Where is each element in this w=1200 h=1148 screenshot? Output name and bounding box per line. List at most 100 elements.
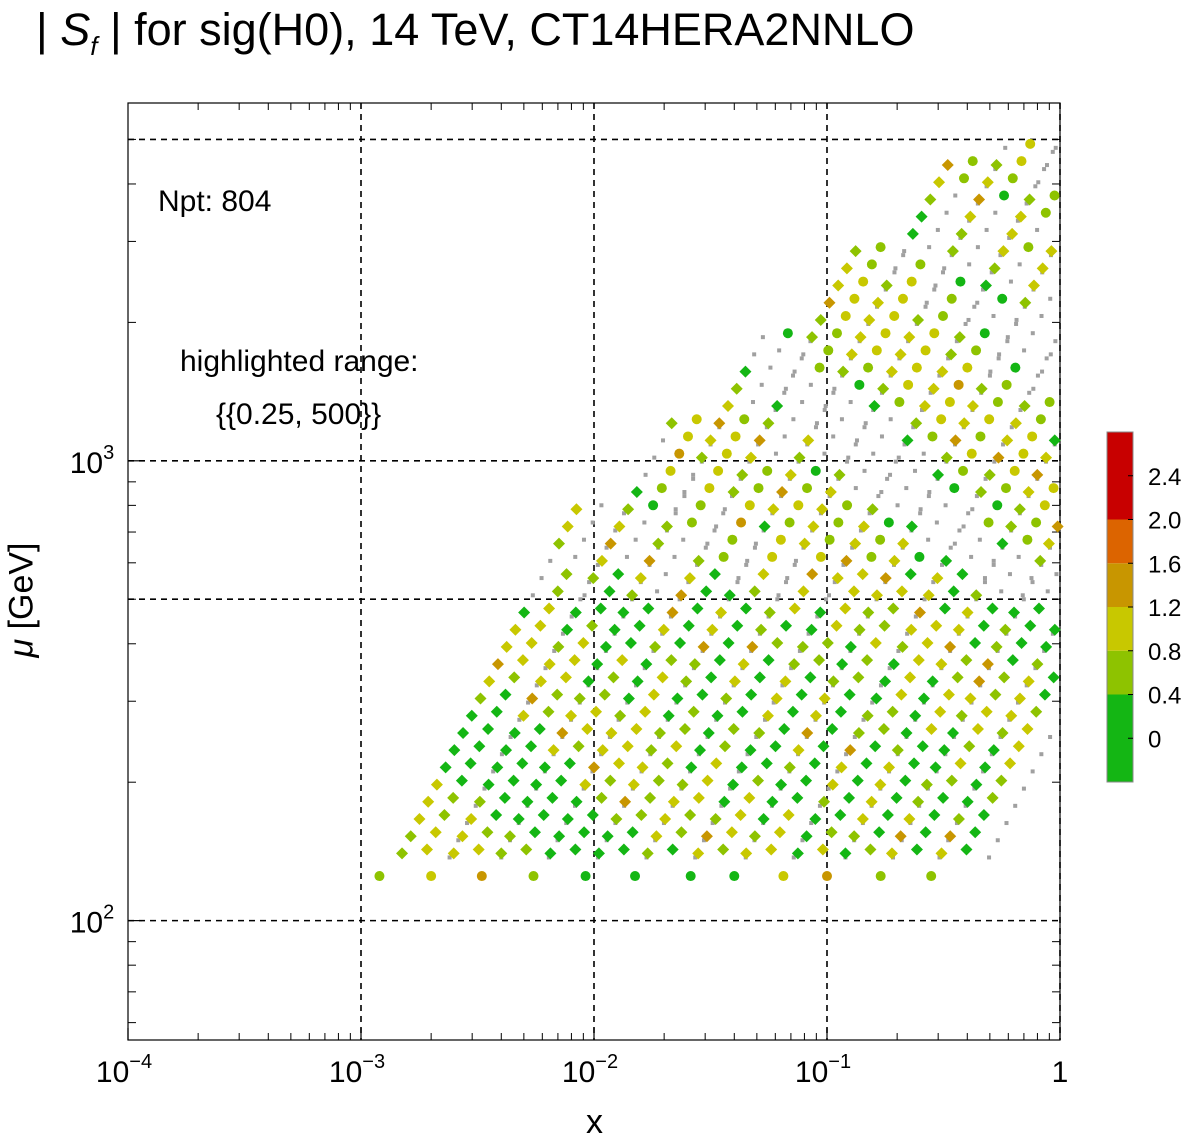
data-point-grey bbox=[1014, 317, 1019, 322]
data-point-grey bbox=[465, 821, 470, 826]
data-point-grey bbox=[919, 408, 924, 413]
data-point bbox=[552, 640, 565, 653]
data-point bbox=[748, 830, 761, 843]
data-point bbox=[800, 774, 813, 787]
data-point bbox=[906, 276, 917, 287]
data-point bbox=[920, 345, 931, 356]
data-point bbox=[680, 675, 693, 688]
data-point bbox=[954, 757, 967, 770]
data-point-grey bbox=[721, 511, 726, 516]
data-point bbox=[875, 871, 886, 882]
data-point-grey bbox=[652, 455, 657, 460]
data-point bbox=[788, 602, 801, 615]
data-point-grey bbox=[927, 245, 932, 250]
data-point-grey bbox=[862, 425, 867, 430]
data-point-grey bbox=[931, 580, 936, 585]
data-point bbox=[482, 778, 495, 791]
data-point-grey bbox=[937, 855, 942, 860]
data-point-grey bbox=[902, 442, 907, 447]
data-point-grey bbox=[1001, 442, 1006, 447]
data-point bbox=[823, 296, 836, 309]
data-point-grey bbox=[752, 352, 757, 357]
data-point-grey bbox=[867, 511, 872, 516]
data-point-grey bbox=[517, 717, 522, 722]
data-point bbox=[816, 843, 829, 856]
data-point-grey bbox=[1039, 313, 1044, 318]
data-point bbox=[916, 740, 929, 753]
data-point-grey bbox=[870, 700, 875, 705]
data-point bbox=[801, 726, 814, 739]
data-point-grey bbox=[1050, 149, 1055, 154]
data-point bbox=[833, 517, 844, 528]
data-point bbox=[979, 328, 990, 339]
data-point bbox=[802, 483, 813, 494]
data-point bbox=[778, 871, 789, 882]
data-point bbox=[905, 520, 918, 533]
data-point-grey bbox=[961, 524, 966, 529]
data-point-grey bbox=[801, 352, 806, 357]
data-point bbox=[1018, 399, 1031, 412]
data-point bbox=[806, 568, 819, 581]
data-point bbox=[476, 871, 487, 882]
data-point-grey bbox=[745, 558, 750, 563]
data-point bbox=[861, 709, 874, 722]
data-point bbox=[827, 675, 840, 688]
data-point-grey bbox=[548, 558, 553, 563]
data-point-grey bbox=[578, 597, 583, 602]
data-point bbox=[666, 606, 679, 619]
data-point bbox=[822, 871, 832, 882]
data-point-grey bbox=[719, 803, 724, 808]
data-point bbox=[508, 671, 521, 684]
data-point bbox=[895, 585, 908, 598]
data-point bbox=[971, 723, 984, 736]
data-point bbox=[856, 813, 869, 826]
data-point-grey bbox=[918, 507, 923, 512]
data-point bbox=[438, 809, 451, 822]
data-point-grey bbox=[1009, 425, 1014, 430]
data-point-grey bbox=[893, 459, 898, 464]
data-point bbox=[700, 830, 713, 843]
data-point-grey bbox=[491, 769, 496, 774]
data-point-grey bbox=[974, 494, 979, 499]
data-point bbox=[927, 382, 940, 395]
data-point bbox=[813, 654, 826, 667]
data-point-grey bbox=[1044, 356, 1049, 361]
data-point-grey bbox=[782, 434, 787, 439]
data-point bbox=[457, 726, 470, 739]
data-point-grey bbox=[789, 666, 794, 671]
data-point bbox=[1047, 671, 1060, 684]
data-point bbox=[688, 658, 701, 671]
data-point bbox=[944, 640, 957, 653]
data-point-grey bbox=[946, 838, 951, 843]
data-point-grey bbox=[633, 537, 638, 542]
data-point bbox=[753, 483, 764, 494]
data-point bbox=[879, 675, 892, 688]
data-point-grey bbox=[997, 352, 1002, 357]
data-point-grey bbox=[775, 597, 780, 602]
data-point bbox=[697, 640, 710, 653]
data-point bbox=[504, 830, 517, 843]
data-point bbox=[833, 468, 846, 481]
data-point bbox=[710, 757, 723, 770]
data-point bbox=[705, 671, 718, 684]
data-point-grey bbox=[1027, 390, 1032, 395]
data-point bbox=[843, 688, 856, 701]
data-point bbox=[864, 843, 877, 856]
data-point bbox=[903, 331, 916, 344]
data-point-grey bbox=[848, 400, 853, 405]
data-point bbox=[917, 692, 930, 705]
data-point bbox=[932, 468, 945, 481]
data-point bbox=[701, 774, 714, 787]
data-point bbox=[814, 606, 827, 619]
data-point bbox=[826, 723, 839, 736]
data-point bbox=[708, 568, 721, 581]
data-point bbox=[1012, 740, 1025, 753]
data-point-grey bbox=[817, 803, 822, 808]
data-point-grey bbox=[808, 382, 813, 387]
data-point bbox=[825, 826, 838, 839]
data-point bbox=[969, 636, 982, 649]
data-point bbox=[1040, 640, 1053, 653]
data-point bbox=[1015, 636, 1028, 649]
data-point bbox=[1033, 602, 1046, 615]
data-point bbox=[1018, 448, 1029, 459]
